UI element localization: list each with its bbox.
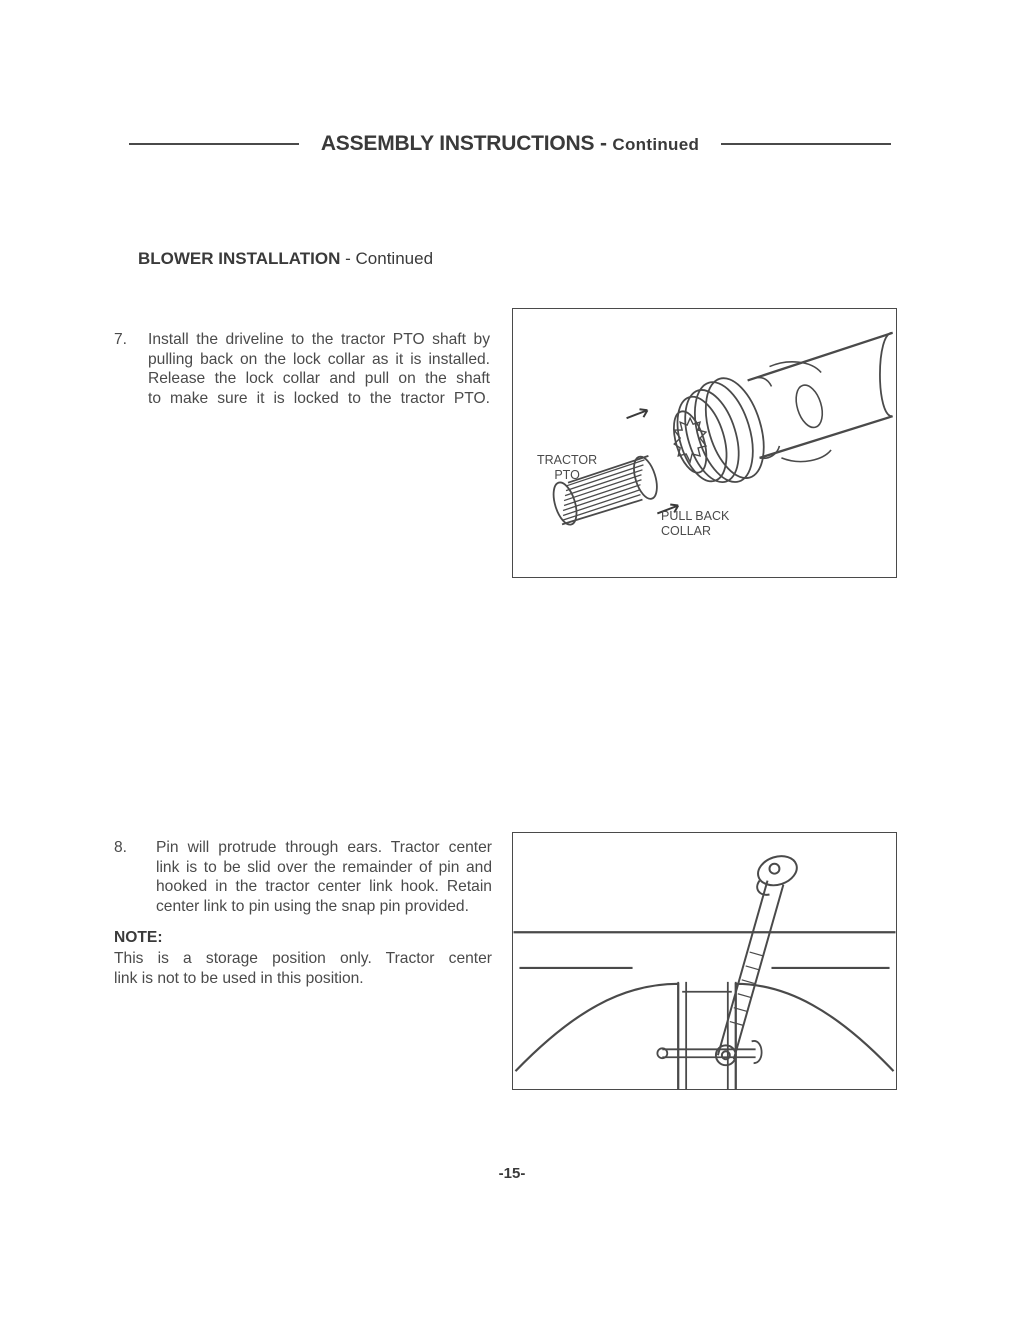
figure-1-label-tractor-pto: TRACTOR PTO <box>537 453 597 483</box>
step-7-line-4: to make sure it is locked to the tractor… <box>114 389 490 409</box>
step-7: 7.Install the driveline to the tractor P… <box>114 330 490 409</box>
section-title: BLOWER INSTALLATION - Continued <box>138 249 433 269</box>
note-line-2: link is not to be used in this position. <box>114 969 492 989</box>
header-main: ASSEMBLY INSTRUCTIONS <box>321 132 595 155</box>
step-8-l2: link is to be slid over the remainder of… <box>114 858 492 878</box>
header-rule-right <box>721 143 891 145</box>
header-rule-left <box>129 143 299 145</box>
step-8-line-3: hooked in the tractor center link hook. … <box>114 877 492 897</box>
figure-1-label-tractor-pto-l2: PTO <box>554 468 579 482</box>
document-page: ASSEMBLY INSTRUCTIONS - Continued BLOWER… <box>0 0 1024 1325</box>
step-7-l2: pulling back on the lock collar as it is… <box>114 350 490 370</box>
figure-2 <box>512 832 897 1090</box>
figure-1-label-pull-back-l1: PULL BACK <box>661 509 729 523</box>
step-7-line-1: 7.Install the driveline to the tractor P… <box>114 330 490 350</box>
note-block: NOTE: This is a storage position only. T… <box>114 928 492 989</box>
header-sep: - <box>594 132 612 155</box>
section-title-rest: - Continued <box>340 249 433 268</box>
page-number: -15- <box>0 1165 1024 1182</box>
step-8-line-2: link is to be slid over the remainder of… <box>114 858 492 878</box>
figure-1-label-pull-back: PULL BACK COLLAR <box>661 509 729 539</box>
step-8-line-1: 8.Pin will protrude through ears. Tracto… <box>114 838 492 858</box>
step-7-line-3: Release the lock collar and pull on the … <box>114 369 490 389</box>
figure-1-label-pull-back-l2: COLLAR <box>661 524 711 538</box>
step-7-l3: Release the lock collar and pull on the … <box>114 369 490 389</box>
step-8-l4: center link to pin using the snap pin pr… <box>114 897 492 917</box>
page-header: ASSEMBLY INSTRUCTIONS - Continued <box>110 132 910 156</box>
step-8: 8.Pin will protrude through ears. Tracto… <box>114 838 492 917</box>
header-continued: Continued <box>612 135 699 154</box>
figure-1-label-tractor-pto-l1: TRACTOR <box>537 453 597 467</box>
step-7-l1: Install the driveline to the tractor PTO… <box>148 331 490 348</box>
figure-2-svg <box>513 833 896 1089</box>
figure-1: TRACTOR PTO PULL BACK COLLAR <box>512 308 897 578</box>
step-7-number: 7. <box>114 330 148 350</box>
step-8-l1: Pin will protrude through ears. Tractor … <box>156 839 492 856</box>
step-8-number: 8. <box>114 838 156 858</box>
header-title: ASSEMBLY INSTRUCTIONS - Continued <box>299 132 721 156</box>
note-label: NOTE: <box>114 928 492 948</box>
section-title-bold: BLOWER INSTALLATION <box>138 249 340 268</box>
step-8-line-4: center link to pin using the snap pin pr… <box>114 897 492 917</box>
step-7-line-2: pulling back on the lock collar as it is… <box>114 350 490 370</box>
note-line-1: This is a storage position only. Tractor… <box>114 949 492 969</box>
step-8-l3: hooked in the tractor center link hook. … <box>114 877 492 897</box>
step-7-l4: to make sure it is locked to the tractor… <box>114 389 490 409</box>
